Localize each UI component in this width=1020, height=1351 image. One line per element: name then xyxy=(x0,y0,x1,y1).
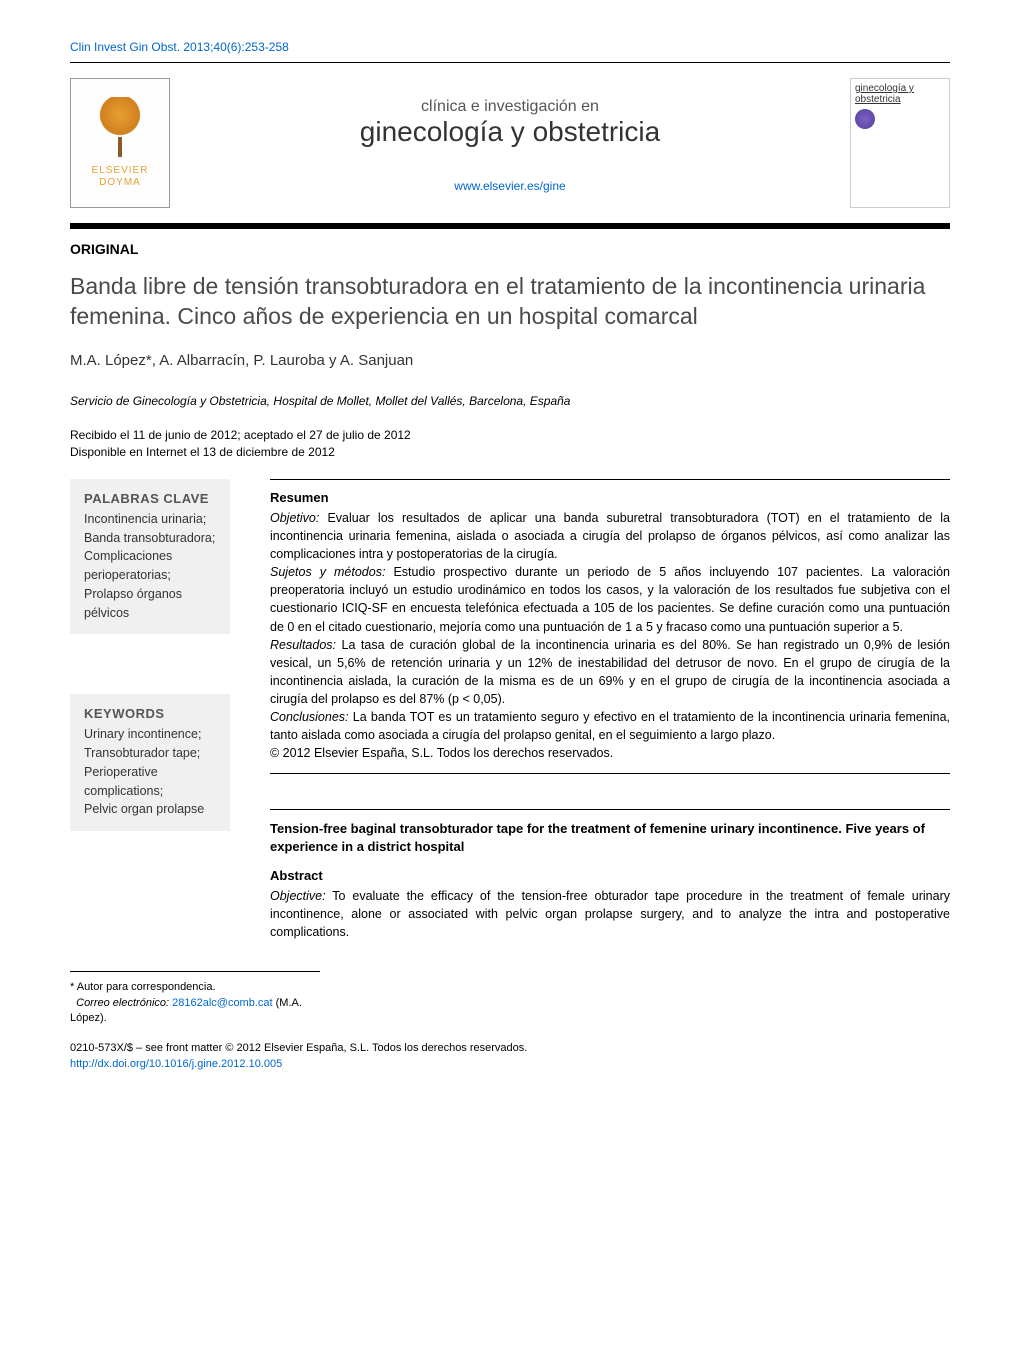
doi-link[interactable]: http://dx.doi.org/10.1016/j.gine.2012.10… xyxy=(70,1058,282,1070)
sujetos-label: Sujetos y métodos: xyxy=(270,565,385,579)
objective-en-text: To evaluate the efficacy of the tension-… xyxy=(270,889,950,939)
abstract-column: Resumen Objetivo: Evaluar los resultados… xyxy=(250,479,950,942)
authors: M.A. López*, A. Albarracín, P. Lauroba y… xyxy=(70,352,950,369)
received-date: Recibido el 11 de junio de 2012; aceptad… xyxy=(70,428,950,442)
abstract-container: PALABRAS CLAVE Incontinencia urinaria; B… xyxy=(70,479,950,942)
affiliation: Servicio de Ginecología y Obstetricia, H… xyxy=(70,394,950,408)
bottom-info: 0210-573X/$ – see front matter © 2012 El… xyxy=(70,1041,950,1072)
keywords-en-list: Urinary incontinence; Transobturador tap… xyxy=(84,725,216,819)
abstract-es-divider-top xyxy=(270,479,950,480)
elsevier-tree-icon xyxy=(95,97,145,157)
journal-title-block: clínica e investigación en ginecología y… xyxy=(170,78,850,193)
article-title: Banda libre de tensión transobturadora e… xyxy=(70,272,950,332)
cover-thumb-title: ginecología y obstetricia xyxy=(855,83,945,105)
email-line: Correo electrónico: 28162alc@comb.cat (M… xyxy=(70,996,320,1027)
email-label: Correo electrónico: xyxy=(76,997,169,1009)
objective-en-label: Objective: xyxy=(270,889,326,903)
journal-url-link[interactable]: www.elsevier.es/gine xyxy=(454,179,565,193)
objetivo-text: Evaluar los resultados de aplicar una ba… xyxy=(270,511,950,561)
conclusiones-text: La banda TOT es un tratamiento seguro y … xyxy=(270,710,950,742)
issn-line: 0210-573X/$ – see front matter © 2012 El… xyxy=(70,1041,950,1056)
journal-subtitle: clínica e investigación en xyxy=(170,98,850,116)
resultados-text: La tasa de curación global de la inconti… xyxy=(270,638,950,706)
keywords-column: PALABRAS CLAVE Incontinencia urinaria; B… xyxy=(70,479,250,942)
keywords-es-list: Incontinencia urinaria; Banda transobtur… xyxy=(84,510,216,623)
citation-link[interactable]: Clin Invest Gin Obst. 2013;40(6):253-258 xyxy=(70,40,950,54)
keywords-en-heading: KEYWORDS xyxy=(84,706,216,721)
abstract-en-divider-top xyxy=(270,809,950,810)
article-type: ORIGINAL xyxy=(70,241,950,257)
publisher-line1: ELSEVIER xyxy=(92,165,149,176)
header-row: ELSEVIER DOYMA clínica e investigación e… xyxy=(70,78,950,208)
resultados-label: Resultados: xyxy=(270,638,336,652)
abstract-en-heading: Abstract xyxy=(270,868,950,883)
publisher-line2: DOYMA xyxy=(99,177,141,188)
corresponding-author: * Autor para correspondencia. xyxy=(70,980,320,995)
thick-divider xyxy=(70,223,950,229)
cover-graphic-icon xyxy=(855,109,875,129)
online-date: Disponible en Internet el 13 de diciembr… xyxy=(70,445,950,459)
top-divider xyxy=(70,62,950,63)
abstract-es-divider-bottom xyxy=(270,773,950,774)
keywords-en-box: KEYWORDS Urinary incontinence; Transobtu… xyxy=(70,694,230,831)
journal-title: ginecología y obstetricia xyxy=(170,116,850,148)
copyright-es: © 2012 Elsevier España, S.L. Todos los d… xyxy=(270,746,613,760)
keywords-es-heading: PALABRAS CLAVE xyxy=(84,491,216,506)
abstract-es-body: Objetivo: Evaluar los resultados de apli… xyxy=(270,509,950,763)
abstract-en-body: Objective: To evaluate the efficacy of t… xyxy=(270,887,950,941)
footnotes: * Autor para correspondencia. Correo ele… xyxy=(70,971,320,1026)
english-title: Tension-free baginal transobturador tape… xyxy=(270,820,950,856)
publisher-name: ELSEVIER DOYMA xyxy=(92,165,149,189)
objetivo-label: Objetivo: xyxy=(270,511,319,525)
publisher-logo: ELSEVIER DOYMA xyxy=(70,78,170,208)
email-link[interactable]: 28162alc@comb.cat xyxy=(172,997,272,1009)
conclusiones-label: Conclusiones: xyxy=(270,710,349,724)
abstract-es-heading: Resumen xyxy=(270,490,950,505)
journal-cover-thumbnail: ginecología y obstetricia xyxy=(850,78,950,208)
keywords-es-box: PALABRAS CLAVE Incontinencia urinaria; B… xyxy=(70,479,230,635)
